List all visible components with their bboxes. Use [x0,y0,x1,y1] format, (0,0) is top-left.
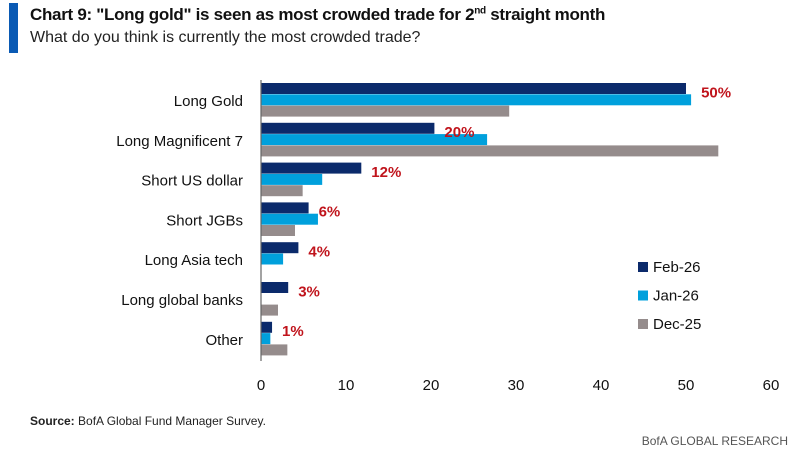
chart-subtitle: What do you think is currently the most … [30,29,421,46]
data-label: 4% [308,244,330,261]
category-label: Short JGBs [166,212,243,229]
brand-label: BofA GLOBAL RESEARCH [641,434,788,448]
bar-jan-26 [261,173,323,185]
title-text-end: straight month [485,5,606,24]
title-superscript: nd [474,5,486,17]
category-label: Long Asia tech [145,252,243,269]
data-label: 6% [319,204,341,221]
legend-swatch [638,319,648,329]
bar-dec-25 [261,225,295,236]
bar-feb-26 [261,321,273,333]
bar-feb-26 [261,83,686,94]
bar-dec-25 [261,185,303,197]
source-label: Source: [30,414,75,428]
source-note: Source: BofA Global Fund Manager Survey. [30,414,266,428]
bar-jan-26 [261,213,318,225]
x-tick-label: 0 [257,377,265,394]
bar-jan-26 [261,94,692,106]
category-label: Long global banks [121,292,243,309]
bar-feb-26 [261,282,289,293]
bar-jan-26 [261,253,284,265]
bar-feb-26 [261,242,299,254]
bar-dec-25 [261,145,719,157]
bar-jan-26 [261,134,488,146]
data-label: 1% [282,323,304,340]
x-tick-label: 60 [763,377,780,394]
category-label: Long Magnificent 7 [116,133,243,150]
x-tick-label: 50 [678,377,695,394]
x-tick-label: 30 [508,377,525,394]
chart-title: Chart 9: "Long gold" is seen as most cro… [30,5,605,25]
legend-swatch [638,290,648,301]
data-label: 12% [371,164,401,181]
category-label: Other [205,332,243,349]
bar-dec-25 [261,344,288,356]
bar-dec-25 [261,105,510,117]
legend-label: Jan-26 [653,288,699,305]
legend-label: Dec-25 [653,316,701,333]
category-label: Short US dollar [141,173,243,190]
bar-dec-25 [261,304,278,316]
data-label: 50% [701,84,731,101]
x-tick-label: 40 [593,377,610,394]
legend-label: Feb-26 [653,259,701,276]
bar-feb-26 [261,162,362,174]
bar-jan-26 [261,333,271,345]
category-label: Long Gold [174,93,243,110]
bar-feb-26 [261,122,435,134]
x-tick-label: 20 [423,377,440,394]
bar-feb-26 [261,202,309,214]
data-label: 3% [298,283,320,300]
legend-swatch [638,262,648,272]
accent-bar [9,3,18,53]
x-tick-label: 10 [338,377,355,394]
title-text: Chart 9: "Long gold" is seen as most cro… [30,5,475,24]
data-label: 20% [444,124,474,141]
source-text: BofA Global Fund Manager Survey. [74,414,266,428]
